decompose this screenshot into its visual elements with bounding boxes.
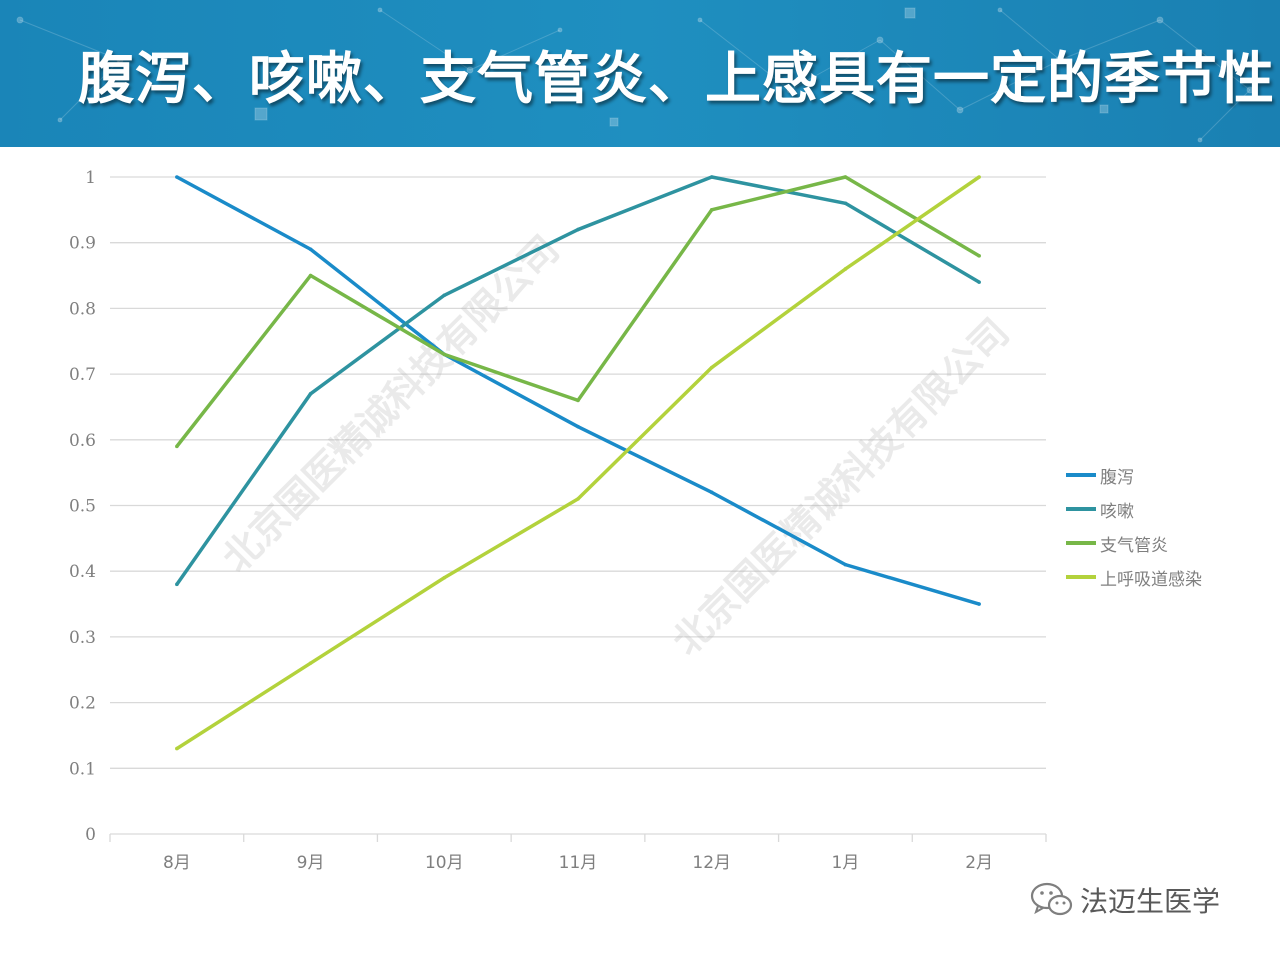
legend-label: 腹泻 (1100, 467, 1134, 488)
data-point (308, 273, 313, 278)
x-axis-tick-labels: 8月 9月 10月 11月 12月 1月 2月 (163, 853, 993, 873)
data-point (442, 352, 447, 357)
y-tick-label: 0.4 (69, 562, 96, 582)
line-chart: 北京国医精诚科技有限公司 北京国医精诚科技有限公司 00.10.20.30.40.… (69, 168, 1047, 873)
y-tick-label: 0.2 (69, 694, 96, 714)
footer-watermark-text: 法迈生医学 (1080, 885, 1221, 918)
data-point (709, 208, 714, 212)
series-layer (175, 175, 981, 751)
legend-item: 腹泻 (1066, 458, 1202, 492)
network-background-graphic (16, 7, 1254, 143)
data-point (442, 575, 447, 580)
data-point (843, 175, 848, 179)
footer-watermark: 法迈生医学 (1030, 880, 1220, 920)
x-tick-label: 8月 (163, 853, 191, 873)
legend-label: 咳嗽 (1100, 501, 1134, 522)
data-point (576, 227, 580, 232)
y-tick-label: 0.8 (69, 299, 96, 319)
legend-swatch (1066, 473, 1096, 477)
x-tick-label: 2月 (965, 853, 993, 873)
x-tick-label: 12月 (692, 853, 731, 873)
data-point (977, 280, 981, 284)
gridlines (109, 176, 1047, 842)
data-point (308, 392, 313, 396)
data-point (977, 175, 981, 179)
data-point (175, 175, 179, 179)
data-point (576, 424, 580, 429)
wechat-icon (1030, 882, 1073, 916)
series-line-3 (175, 175, 981, 448)
x-tick-label: 1月 (832, 853, 860, 873)
data-point (308, 661, 313, 665)
legend-item: 上呼吸道感染 (1066, 560, 1202, 594)
data-point (709, 365, 714, 370)
page-title: 腹泻、咳嗽、支气管炎、上感具有一定的季节性 (78, 47, 1275, 112)
series-line-1 (176, 175, 980, 606)
data-point (843, 562, 848, 567)
data-point (977, 602, 981, 606)
y-tick-label: 0.6 (69, 431, 96, 451)
legend-item: 支气管炎 (1066, 526, 1202, 560)
data-point (175, 444, 179, 449)
data-point (175, 582, 179, 587)
y-tick-label: 0.7 (69, 365, 96, 385)
data-point (442, 293, 447, 298)
data-point (576, 497, 580, 501)
data-point (843, 267, 848, 271)
data-point (576, 398, 580, 403)
legend-swatch (1066, 541, 1096, 545)
x-tick-label: 10月 (425, 853, 464, 873)
legend-swatch (1066, 507, 1096, 511)
x-tick-label: 9月 (297, 853, 325, 873)
title-banner: 腹泻、咳嗽、支气管炎、上感具有一定的季节性 (0, 0, 1280, 147)
x-tick-label: 11月 (559, 853, 598, 873)
y-tick-label: 0.1 (69, 759, 96, 779)
legend-swatch (1066, 575, 1096, 579)
y-tick-label: 0.5 (69, 497, 96, 517)
legend-label: 上呼吸道感染 (1100, 569, 1202, 590)
watermark-text: 北京国医精诚科技有限公司 (214, 227, 568, 581)
y-tick-label: 1 (85, 168, 96, 188)
y-tick-label: 0.3 (69, 628, 96, 648)
y-tick-label: 0.9 (69, 234, 96, 254)
data-point (843, 201, 848, 206)
data-point (175, 746, 179, 751)
y-axis-tick-labels: 0 0.1 0.2 0.3 0.4 0.5 0.6 0.7 0.8 0.9 1 (69, 168, 96, 845)
legend-label: 支气管炎 (1100, 535, 1168, 556)
legend-item: 咳嗽 (1066, 492, 1202, 526)
chart-legend: 腹泻咳嗽支气管炎上呼吸道感染 (1066, 458, 1202, 594)
data-point (308, 247, 313, 252)
y-tick-label: 0 (85, 825, 96, 845)
data-point (709, 175, 714, 179)
data-point (709, 490, 714, 495)
data-point (977, 254, 981, 258)
